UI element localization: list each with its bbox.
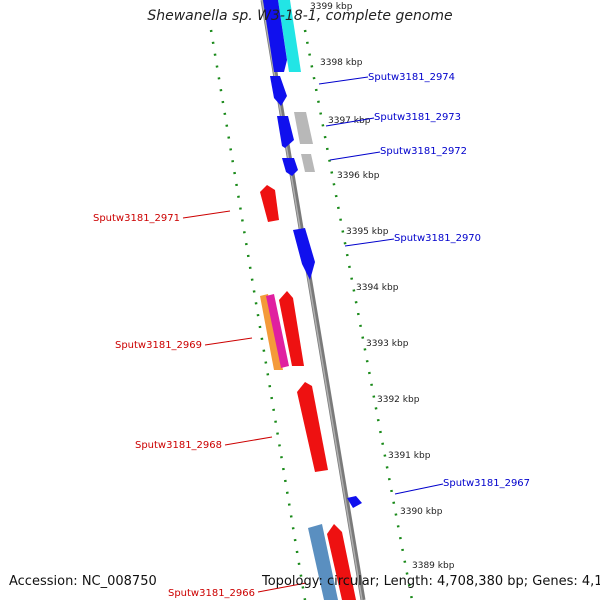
accession-text: Accession: NC_008750 [9,574,157,589]
scale-label: 3397 kbp [328,116,371,126]
gene-label-2966[interactable]: Sputw3181_2966 [168,588,255,599]
gene-2973 [277,116,294,148]
gene-label-2972[interactable]: Sputw3181_2972 [380,146,467,157]
pseudogene-2972 [301,154,315,172]
gene-2972 [282,158,298,176]
pseudogene-2973 [294,112,313,144]
scale-label: 3392 kbp [377,395,420,405]
magenta-feature [266,294,289,368]
gene-label-2970[interactable]: Sputw3181_2970 [394,233,481,244]
reverse-gene-labels: Sputw3181_2971 Sputw3181_2969 Sputw3181_… [93,213,255,599]
scale-label: 3393 kbp [366,339,409,349]
scale-label: 3399 kbp [310,2,353,12]
gene-2968 [297,382,328,472]
scale-label: 3390 kbp [400,507,443,517]
forward-leaders [318,76,444,495]
forward-genes [263,0,362,600]
left-tick-ring [209,29,307,601]
steel-feature [308,524,338,600]
topology-text: Topology: circular; Length: 4,708,380 bp… [262,574,600,589]
scale-labels: 3399 kbp 3398 kbp 3397 kbp 3396 kbp 3395… [310,2,455,571]
rna-feature [278,0,301,72]
gene-2967 [347,496,362,508]
scale-label: 3391 kbp [388,451,431,461]
scale-label: 3398 kbp [320,58,363,68]
scale-label: 3389 kbp [412,561,455,571]
gene-2966 [327,524,356,600]
gene-label-2974[interactable]: Sputw3181_2974 [368,72,455,83]
forward-gene-labels: Sputw3181_2974 Sputw3181_2973 Sputw3181_… [368,72,530,489]
orange-feature [260,294,283,370]
gene-label-2973[interactable]: Sputw3181_2973 [374,112,461,123]
reverse-leaders [182,210,307,593]
gene-2970 [293,228,315,280]
gene-2974 [270,76,287,106]
gene-label-2967[interactable]: Sputw3181_2967 [443,478,530,489]
scale-label: 3396 kbp [337,171,380,181]
gene-feature [263,0,287,72]
gene-label-2971[interactable]: Sputw3181_2971 [93,213,180,224]
gene-label-2968[interactable]: Sputw3181_2968 [135,440,222,451]
gene-2971 [260,185,279,222]
right-tick-ring [303,29,414,601]
gene-2969 [279,291,304,366]
map-title: Shewanella sp. W3-18-1, complete genome [147,8,453,24]
gene-label-2969[interactable]: Sputw3181_2969 [115,340,202,351]
scale-label: 3394 kbp [356,283,399,293]
scale-label: 3395 kbp [346,227,389,237]
reverse-genes [260,185,356,600]
